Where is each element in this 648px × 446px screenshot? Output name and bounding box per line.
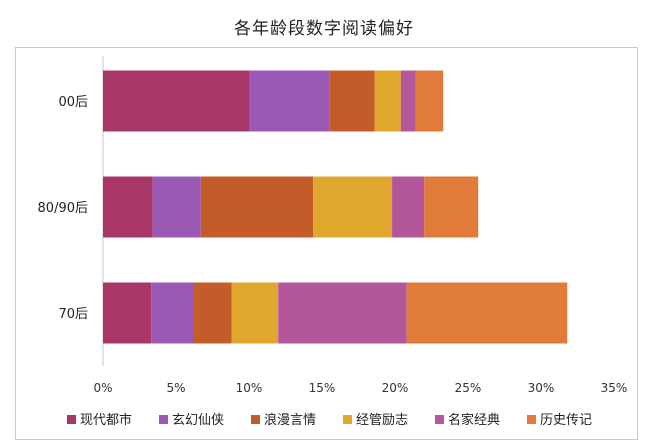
bar-1-series-1 [103,70,249,132]
x-tick-label: 25% [455,381,482,395]
bar-2-series-6 [424,176,479,238]
legend: 现代都市 玄幻仙侠 浪漫言情 经管励志 名家经典 历史传记 [67,412,592,428]
x-tick-label: 15% [309,381,336,395]
chart-frame [15,47,638,440]
x-tick-label: 0% [93,381,112,395]
bars-group [103,70,568,344]
legend-label: 名家经典 [448,412,500,428]
bar-1-series-5 [400,70,416,132]
legend-swatch [67,415,76,424]
bar-2-series-4 [313,176,393,238]
bar-1-series-4 [374,70,401,132]
bar-1-series-2 [249,70,330,132]
legend-label: 浪漫言情 [264,413,316,428]
category-label: 80/90后 [38,201,88,216]
bar-2-series-1 [103,176,153,238]
bar-3-series-2 [151,282,194,344]
x-tick-label: 20% [382,381,409,395]
legend-label: 历史传记 [540,413,592,428]
legend-swatch [343,415,352,424]
legend-swatch [435,415,444,424]
legend-swatch [527,415,536,424]
chart-title: 各年龄段数字阅读偏好 [234,19,414,39]
bar-2-series-5 [392,176,425,238]
bar-2-series-2 [152,176,201,238]
bar-1-series-3 [329,70,375,132]
category-label: 70后 [58,307,88,322]
legend-swatch [251,415,260,424]
category-labels: 00后 80/90后 70后 [38,95,88,322]
legend-label: 玄幻仙侠 [172,413,224,428]
legend-label: 现代都市 [80,412,132,428]
bar-3-series-6 [406,282,568,344]
category-label: 00后 [58,95,88,110]
x-tick-label: 30% [528,381,555,395]
bar-1-series-6 [415,70,444,132]
x-tick-label: 5% [166,381,185,395]
bar-3-series-3 [193,282,232,344]
x-tick-label: 10% [236,381,263,395]
x-tick-labels: 0% 5% 10% 15% 20% 25% 30% 35% [93,381,627,395]
bar-3-series-1 [103,282,152,344]
bar-3-series-5 [278,282,407,344]
legend-swatch [159,415,168,424]
x-tick-label: 35% [601,381,628,395]
bar-3-series-4 [231,282,279,344]
bar-2-series-3 [200,176,314,238]
legend-label: 经管励志 [356,413,408,428]
